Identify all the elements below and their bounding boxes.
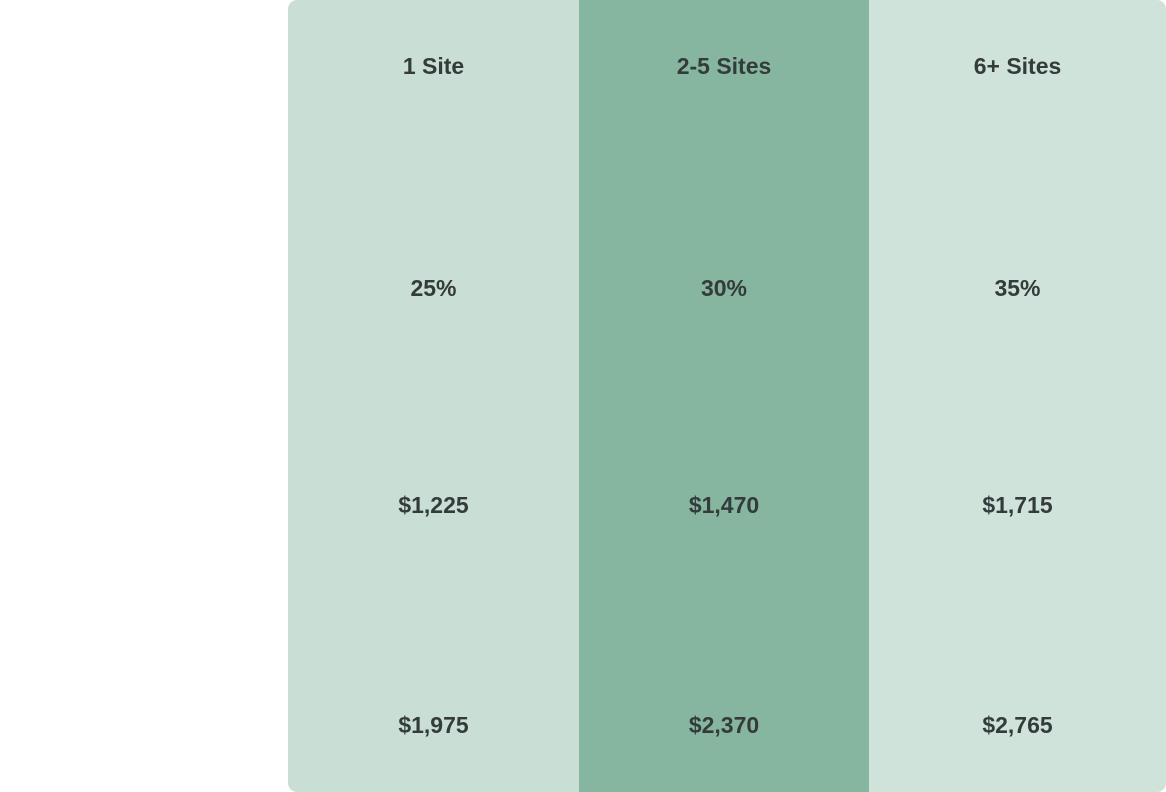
table-cell: 25% <box>410 275 457 301</box>
table-cell: 30% <box>700 275 748 301</box>
table-cell: $1,470 <box>688 492 760 518</box>
column: 1 Site 25% $1,225 $1,975 <box>288 0 579 792</box>
table-cell: $1,715 <box>982 492 1053 518</box>
column: 6+ Sites 35% $1,715 $2,765 <box>869 0 1166 792</box>
highlighted-column: 2-5 Sites 30% $1,470 $2,370 <box>579 0 869 792</box>
table-cell: $2,765 <box>982 712 1053 738</box>
table-cell: $2,370 <box>688 712 760 738</box>
table-cell: $1,225 <box>398 492 469 518</box>
table-cell: $1,975 <box>398 712 469 738</box>
column-header: 6+ Sites <box>973 53 1062 79</box>
table-cell: 35% <box>994 275 1041 301</box>
column-header: 2-5 Sites <box>676 53 772 79</box>
pricing-table: 1 Site 25% $1,225 $1,975 2-5 Sites 30% $1,470 $… <box>288 0 1166 792</box>
column-header: 1 Site <box>402 53 465 79</box>
